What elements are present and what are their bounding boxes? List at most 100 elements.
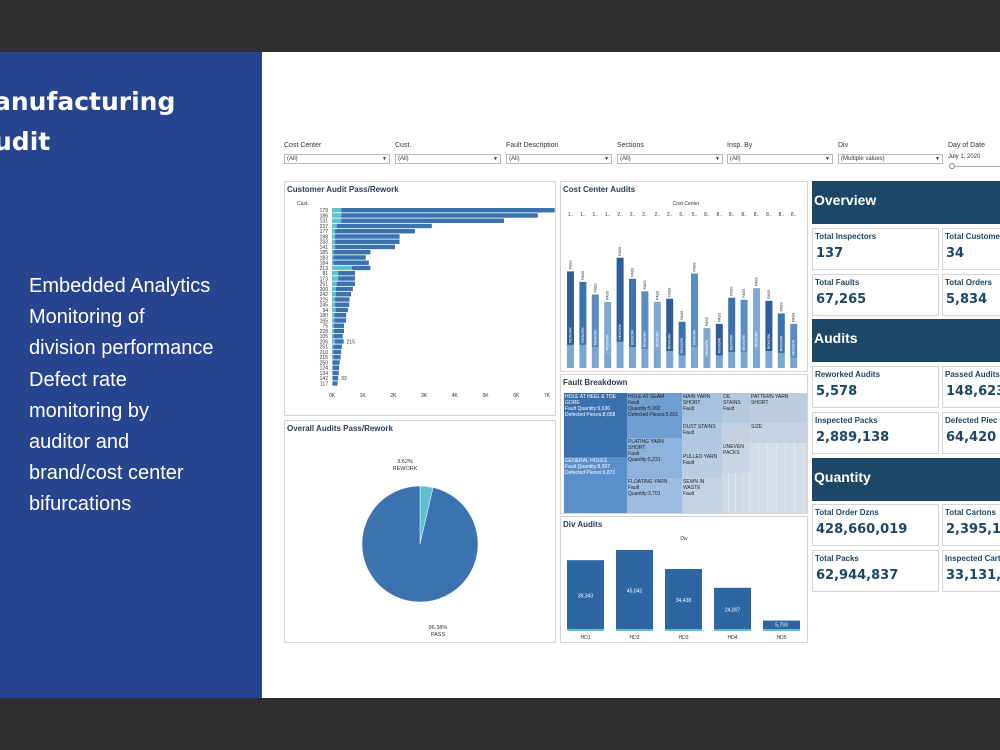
kpi-label: Reworked Audits (815, 370, 881, 379)
chevron-down-icon: ▼ (715, 156, 720, 162)
tile-value: Fault (628, 485, 640, 491)
filter-dropdown[interactable]: (All) ▼ (506, 154, 612, 164)
treemap-tile[interactable]: PATTERN YARN SHORT (750, 393, 807, 423)
filter-dropdown[interactable]: (All) ▼ (395, 154, 501, 164)
kpi-card: Total Cartons 2,395,1 (942, 504, 1000, 546)
tile-value: Fault (683, 491, 695, 497)
treemap-tile[interactable]: UNEVEN PACKS (722, 443, 750, 473)
kpi-value: 33,131,8 (946, 568, 1000, 583)
treemap-tile[interactable]: MAIN YARN SHORT Fault (682, 393, 722, 423)
bar-label: REWORK (680, 337, 684, 353)
tick-label: 6K (513, 393, 520, 399)
treemap-tile[interactable]: PLATING YARN SHORT Fault Quantity:5,231 (627, 438, 682, 478)
pass-bar (728, 297, 736, 353)
pass-bar (740, 299, 748, 353)
filter-label: Insp. By (727, 142, 753, 149)
treemap-tile[interactable]: SIZE (750, 423, 807, 443)
div-bar-rework (616, 629, 653, 631)
chevron-down-icon: ▼ (935, 156, 940, 162)
rework-bar (332, 208, 342, 213)
bullet-text: bifurcations (29, 493, 132, 515)
pass-bar (777, 313, 785, 354)
filter-value: (All) (287, 156, 298, 162)
pass-bar (341, 208, 555, 213)
treemap-tile[interactable]: SEWN IN WASTE Fault (682, 478, 722, 513)
slider-handle[interactable] (949, 163, 955, 169)
bar-label: PASS (693, 262, 697, 272)
bar-label: PASS (742, 288, 746, 298)
treemap-tile[interactable]: DUST STAINS Fault (682, 423, 722, 453)
rework-bar (332, 292, 336, 297)
pass-bar (591, 294, 599, 347)
filter-dropdown[interactable]: (All) ▼ (284, 154, 390, 164)
rework-bar (715, 355, 723, 368)
tile-value: Fault Quantity:8,307 (565, 464, 611, 470)
category-label: 75 (322, 324, 328, 330)
category-label: 215 (320, 355, 329, 361)
category-label: 185 (320, 250, 329, 256)
category-label: 117 (320, 381, 328, 387)
rework-bar (703, 357, 711, 368)
tile-value: Fault (683, 460, 695, 466)
treemap-tile[interactable]: FLOATING YARN Fault Quantity:3,701 (627, 478, 682, 513)
kpi-label: Total Order Dzns (815, 508, 879, 517)
fault-breakdown-card: Fault Breakdown HOLE AT HEEL & TOE GORE F… (560, 374, 808, 514)
column-label: 2.. (630, 212, 636, 218)
pass-bar (341, 218, 504, 223)
kpi-label: Inspected Cart (945, 554, 1000, 563)
tile-value: Fault (628, 451, 640, 457)
pass-bar (335, 239, 400, 244)
filter-dropdown[interactable]: (Multiple values) ▼ (838, 154, 943, 164)
kpi-card: Reworked Audits 5,578 (812, 366, 939, 408)
chart-title: Cost Center Audits (563, 185, 636, 194)
column-label: 1.. (568, 212, 574, 218)
column-label: 8.. (741, 212, 747, 218)
data-label: 34,438 (676, 598, 692, 604)
bar-label: PASS (792, 312, 796, 322)
chart-title: Overall Audits Pass/Rework (287, 424, 393, 433)
kpi-card: Defected Piec 64,420 (942, 412, 1000, 454)
column-label: 8.. (729, 212, 735, 218)
column-label: 2.. (655, 212, 661, 218)
filter-sections: Sections (All) ▼ (617, 142, 723, 164)
pass-bar (579, 281, 587, 345)
tile-value: Fault Quantity:9,636 (565, 406, 611, 412)
pass-bar (790, 323, 798, 358)
bar-label: REWORK (655, 331, 659, 347)
rework-bar (790, 357, 798, 368)
kpi-value: 2,395,1 (946, 522, 1000, 537)
treemap-tile[interactable]: OIL STAINS Fault (722, 393, 750, 423)
data-label: 33 (341, 376, 347, 382)
rework-bar (332, 318, 335, 323)
treemap-tile[interactable]: HOLE AT HEEL & TOE GORE Fault Quantity:9,… (564, 393, 627, 457)
column-label: 8.. (704, 212, 710, 218)
column-label: 2.. (642, 212, 648, 218)
filter-dropdown[interactable]: (All) ▼ (727, 154, 833, 164)
data-label: 39,343 (578, 594, 594, 600)
category-label: 206 (320, 339, 329, 345)
category-label: 165 (320, 318, 329, 324)
bar-label: REWORK (755, 331, 759, 347)
treemap-tile[interactable]: GENERAL HOLES Fault Quantity:8,307 Defecte… (564, 457, 627, 513)
tile-label: HOLE AT HEEL & TOE GORE (565, 394, 617, 406)
treemap-tile[interactable]: HOLE AT SEAM Fault Quantity:5,992 Defected … (627, 393, 682, 438)
filter-label: Day of Date (948, 142, 985, 149)
pass-bar (333, 323, 344, 328)
tile-label: SIZE (751, 424, 763, 430)
bar-label: REWORK (792, 339, 796, 355)
chart-title: Customer Audit Pass/Rework (287, 185, 399, 194)
column-label: 8.. (779, 212, 785, 218)
filter-day-of-date: Day of Date July 1, 2020 (948, 142, 1000, 170)
pass-slice (361, 485, 479, 603)
kpi-card: Inspected Packs 2,889,138 (812, 412, 939, 454)
rework-bar (332, 334, 334, 339)
date-slider[interactable] (948, 162, 1000, 170)
treemap-tile[interactable]: PULLED YARN Fault (682, 453, 722, 478)
rework-bar (332, 265, 352, 271)
bar-label: PASS (569, 260, 573, 270)
bar-label: PASS (755, 276, 759, 286)
bullet-text: Embedded Analytics (29, 275, 211, 297)
rework-bar (604, 352, 612, 368)
pass-bar (334, 339, 344, 344)
filter-dropdown[interactable]: (All) ▼ (617, 154, 723, 164)
